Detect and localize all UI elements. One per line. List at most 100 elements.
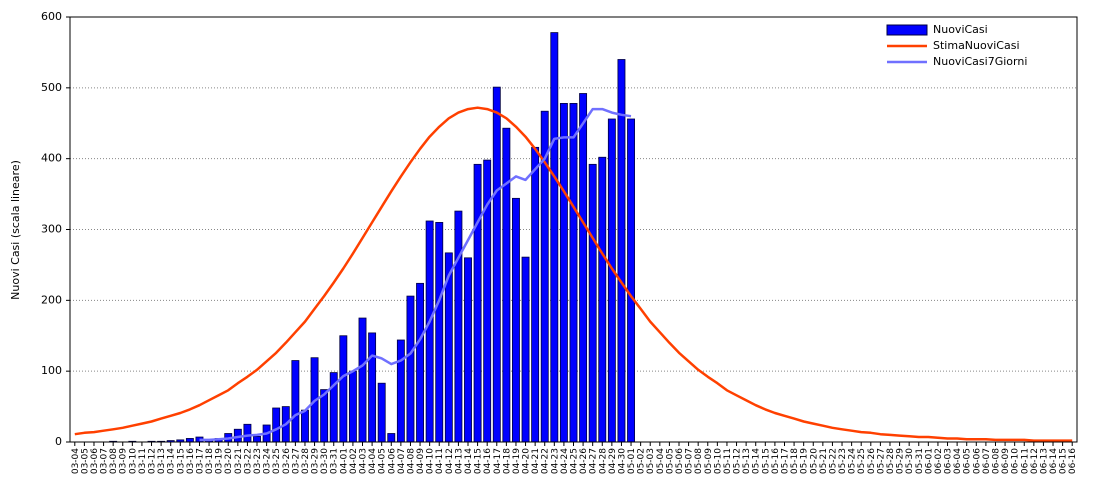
x-tick-label: 04-21 [531, 448, 541, 474]
x-tick-label: 03-09 [119, 448, 129, 474]
y-axis-label: Nuovi Casi (scala lineare) [9, 160, 22, 300]
x-tick-label: 06-08 [991, 448, 1001, 474]
bar [521, 256, 530, 443]
x-tick-label: 05-22 [828, 448, 838, 474]
x-tick-label: 03-12 [148, 448, 158, 474]
bar [406, 295, 415, 443]
x-tick-label: 04-27 [589, 448, 599, 474]
x-tick-label: 05-01 [627, 448, 637, 474]
x-tick-label: 03-25 [272, 448, 282, 474]
x-tick-label: 03-10 [128, 448, 138, 474]
x-tick-label: 03-07 [100, 448, 110, 474]
bar [502, 127, 511, 443]
x-tick-label: 06-09 [1001, 448, 1011, 474]
x-tick-label: 03-16 [186, 448, 196, 474]
x-tick-label: 05-17 [780, 448, 790, 474]
bar [425, 220, 434, 443]
x-tick-label: 03-05 [80, 448, 90, 474]
x-tick-label: 06-15 [1059, 448, 1069, 474]
x-tick-label: 06-07 [982, 448, 992, 474]
x-tick-label: 05-26 [867, 448, 877, 474]
x-tick-label: 04-28 [598, 448, 608, 474]
x-tick-label: 04-29 [608, 448, 618, 474]
x-tick-label: 05-12 [733, 448, 743, 474]
x-tick-label: 06-05 [963, 448, 973, 474]
x-tick-label: 04-22 [541, 448, 551, 474]
bar [339, 335, 348, 443]
line [74, 106, 1073, 442]
bar [348, 370, 357, 443]
x-tick-label: 05-07 [685, 448, 695, 474]
x-tick-label: 03-31 [330, 448, 340, 474]
x-tick-label: 03-28 [301, 448, 311, 474]
x-tick-label: 03-06 [90, 448, 100, 474]
x-tick-label: 04-15 [474, 448, 484, 474]
x-tick-label: 05-30 [905, 448, 915, 474]
y-tick-label: 300 [41, 223, 62, 236]
bar [512, 197, 520, 443]
x-tick-label: 04-11 [435, 448, 445, 474]
x-tick-label: 05-25 [857, 448, 867, 474]
x-tick-label: 05-03 [646, 448, 656, 474]
x-tick-label: 04-05 [378, 448, 388, 474]
x-tick-label: 04-04 [368, 448, 378, 474]
x-tick-label: 05-27 [876, 448, 886, 474]
x-tick-label: 04-16 [483, 448, 493, 474]
x-tick-label: 03-11 [138, 448, 148, 474]
y-tick-label: 400 [41, 152, 62, 165]
bar [358, 317, 367, 443]
x-tick-label: 03-22 [243, 448, 253, 474]
x-tick-label: 05-16 [771, 448, 781, 474]
bar [416, 282, 425, 443]
x-tick-label: 05-02 [637, 448, 647, 474]
x-tick-label: 04-14 [464, 448, 474, 474]
x-tick-label: 05-13 [742, 448, 752, 474]
x-tick-label: 05-29 [896, 448, 906, 474]
x-tick-label: 03-04 [71, 448, 81, 474]
bar [301, 409, 309, 443]
x-tick-label: 03-30 [320, 448, 330, 474]
bar [185, 438, 194, 443]
x-tick-label: 06-12 [1030, 448, 1040, 474]
bar [368, 332, 377, 443]
x-tick-label: 04-03 [359, 448, 369, 474]
x-tick-label: 06-14 [1049, 448, 1059, 474]
x-tick-label: 04-17 [493, 448, 503, 474]
x-tick-label: 03-23 [253, 448, 263, 474]
x-tick-label: 06-04 [953, 448, 963, 474]
x-tick-label: 05-09 [704, 448, 714, 474]
x-tick-label: 04-23 [550, 448, 560, 474]
x-tick-label: 04-06 [387, 448, 397, 474]
x-tick-label: 04-07 [397, 448, 407, 474]
bar [627, 118, 635, 443]
bar [559, 103, 568, 443]
x-tick-label: 04-12 [445, 448, 455, 474]
legend-label: StimaNuoviCasi [933, 39, 1020, 52]
bar [464, 257, 472, 443]
bar [396, 339, 405, 443]
legend-label: NuoviCasi [933, 23, 988, 36]
bar [607, 118, 616, 443]
x-tick-label: 06-06 [972, 448, 982, 474]
x-tick-label: 03-14 [167, 448, 177, 474]
x-tick-label: 03-21 [234, 448, 244, 474]
x-tick-label: 05-08 [694, 448, 704, 474]
bar [253, 435, 261, 443]
x-tick-label: 03-26 [282, 448, 292, 474]
x-tick-label: 04-19 [512, 448, 522, 474]
line [199, 107, 632, 442]
bar [598, 156, 607, 443]
x-tick-label: 03-24 [263, 448, 273, 474]
x-tick-label: 06-16 [1068, 448, 1078, 474]
x-tick-label: 05-14 [752, 448, 762, 474]
x-tick-label: 03-17 [195, 448, 205, 474]
x-tick-label: 05-20 [809, 448, 819, 474]
y-tick-label: 0 [55, 435, 62, 448]
x-tick-label: 04-20 [522, 448, 532, 474]
x-tick-label: 03-29 [311, 448, 321, 474]
x-tick-label: 06-02 [934, 448, 944, 474]
x-tick-label: 03-15 [176, 448, 186, 474]
bar [454, 210, 463, 443]
x-tick-label: 05-15 [761, 448, 771, 474]
